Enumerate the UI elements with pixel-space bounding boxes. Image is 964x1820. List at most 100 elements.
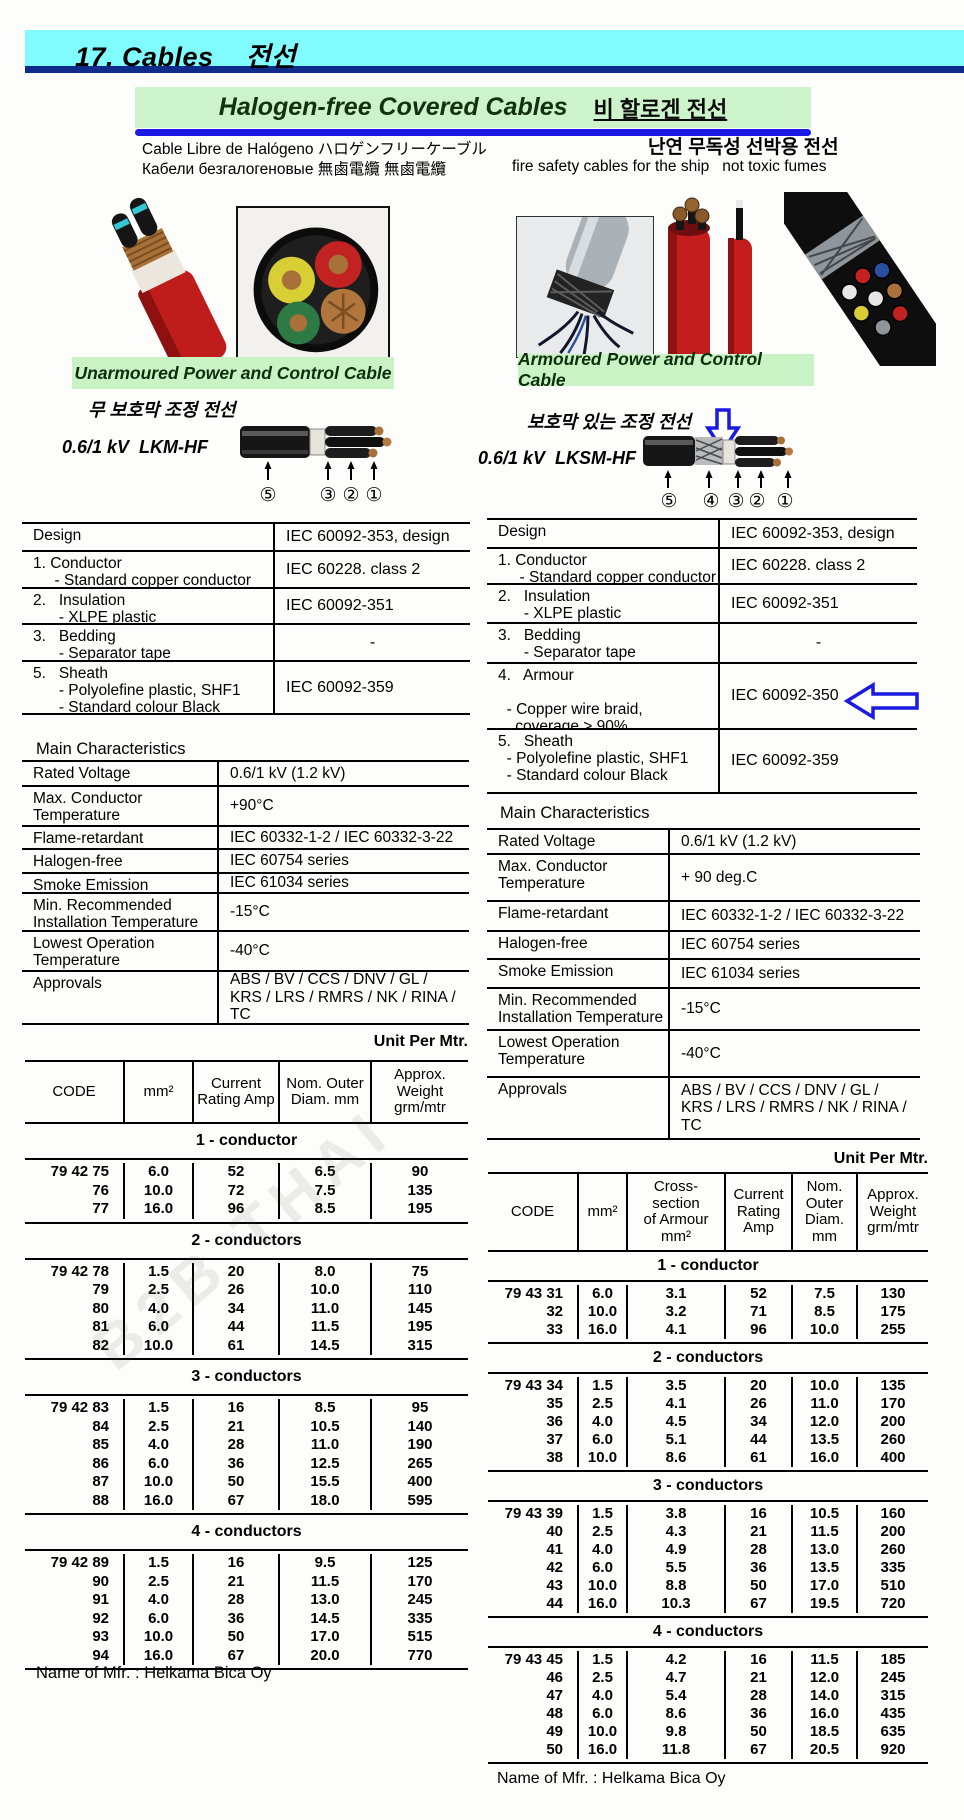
spec-value: IEC 60754 series xyxy=(217,850,469,872)
spec-row: Rated Voltage 0.6/1 kV (1.2 kV) xyxy=(487,830,920,855)
table-cell: 16.0 xyxy=(587,1595,618,1612)
table-cell: 4.0 xyxy=(592,1687,613,1704)
table-cell: 2.5 xyxy=(148,1572,169,1590)
spec-label: Halogen-free xyxy=(498,935,588,952)
spec-row: 3. Bedding - Separator tape - xyxy=(487,624,917,664)
table-cell: 67 xyxy=(227,1646,245,1664)
table-cell: 10.0 xyxy=(143,1181,174,1199)
table-cell: 61 xyxy=(227,1336,245,1354)
spec-row: 1. Conductor - Standard copper conductor… xyxy=(22,552,470,589)
table-cell: 16 xyxy=(227,1554,245,1571)
table-cell: 37 xyxy=(546,1431,563,1448)
table-cell: 1.5 xyxy=(592,1651,613,1668)
table-cell: 92 xyxy=(92,1609,109,1627)
table-cell: 81 xyxy=(92,1318,109,1335)
table-cell: 13.0 xyxy=(310,1591,340,1608)
table-cell: 160 xyxy=(880,1505,906,1522)
spec-row: Approvals ABS / BV / CCS / DNV / GL / KRS… xyxy=(22,972,469,1025)
table-cell: 49 xyxy=(546,1723,563,1740)
table-cell: 5.1 xyxy=(665,1431,687,1448)
column-header: Current Rating Amp xyxy=(724,1174,791,1250)
table-cell: 20 xyxy=(750,1377,767,1394)
table-cell: 50 xyxy=(546,1741,563,1758)
table-cell: 12.0 xyxy=(809,1413,840,1430)
table-cell: 135 xyxy=(407,1181,433,1199)
spec-label: Rated Voltage xyxy=(33,765,131,782)
table-cell: 8.6 xyxy=(665,1705,687,1722)
table-cell: 595 xyxy=(407,1491,433,1509)
spec-label: Rated Voltage xyxy=(498,833,596,850)
table-cell: 4.0 xyxy=(148,1436,169,1453)
column-header: Approx. Weight grm/mtr xyxy=(370,1062,468,1122)
spec-row: 5. Sheath - Polyolefine plastic, SHF1 - … xyxy=(487,730,917,794)
table-cell: 3.2 xyxy=(665,1303,687,1320)
table-column: 75 110 145 195 315 xyxy=(370,1262,468,1355)
table-column: 125 170 245 335 515 770 xyxy=(370,1554,468,1665)
characteristics-table-right: Rated Voltage 0.6/1 kV (1.2 kV) Max. Condu… xyxy=(487,828,920,1140)
table-cell: 38 xyxy=(546,1449,563,1466)
table-cell: 2.5 xyxy=(592,1669,613,1686)
table-cell: 4.1 xyxy=(665,1395,687,1412)
table-cell: 335 xyxy=(407,1609,433,1627)
table-cell: 4.0 xyxy=(592,1413,613,1430)
spec-row: Design IEC 60092-353, design xyxy=(487,520,917,549)
spec-label: 3. Bedding - Separator tape xyxy=(33,628,171,662)
group-rows: 79 42 78 79 80 81 82 1.5 2.5 4.0 6.0 10.0 20 26 34 44… xyxy=(25,1260,468,1360)
group-title: 1 - conductor xyxy=(488,1252,928,1282)
spec-label: Min. Recommended Installation Temperatur… xyxy=(498,992,664,1026)
table-cell: 195 xyxy=(407,1318,433,1335)
table-cell: 72 xyxy=(227,1181,245,1199)
column-header: mm² xyxy=(123,1062,192,1122)
table-cell: 11.5 xyxy=(810,1523,839,1540)
table-cell: 315 xyxy=(407,1336,433,1354)
diagram-label-bedding: ③ xyxy=(319,485,337,506)
table-cell: 10.0 xyxy=(809,1377,840,1394)
table-cell: 94 xyxy=(92,1646,109,1664)
spec-label: Smoke Emission xyxy=(33,877,149,894)
spec-row: Flame-retardant IEC 60332-1-2 / IEC 60332… xyxy=(487,902,920,932)
table-column: 3.1 3.2 4.1 xyxy=(626,1285,724,1339)
table-cell: 12.0 xyxy=(809,1669,840,1686)
table-column: 1.5 2.5 4.0 6.0 10.0 16.0 xyxy=(577,1651,626,1759)
characteristics-table-left: Rated Voltage 0.6/1 kV (1.2 kV) Max. Condu… xyxy=(22,760,469,1025)
table-cell: 9.5 xyxy=(314,1554,336,1571)
table-column: 4.2 4.7 5.4 8.6 9.8 11.8 xyxy=(626,1651,724,1759)
spec-value: - xyxy=(273,625,470,660)
table-cell: 91 xyxy=(92,1591,109,1608)
spec-row: 2. Insulation - XLPE plastic IEC 60092-35… xyxy=(22,589,470,625)
table-cell: 245 xyxy=(407,1591,433,1608)
spec-value: 0.6/1 kV (1.2 kV) xyxy=(668,830,920,853)
spec-label: Flame-retardant xyxy=(33,830,144,847)
spec-row: 4. Armour - Copper wire braid, coverage … xyxy=(487,664,917,730)
table-cell: 44 xyxy=(750,1431,767,1448)
table-cell: 2.5 xyxy=(592,1395,613,1412)
table-cell: 32 xyxy=(546,1303,563,1320)
table-cell: 400 xyxy=(880,1449,906,1466)
spec-value: IEC 60092-359 xyxy=(273,662,470,713)
table-cell: 6.0 xyxy=(592,1705,613,1722)
table-cell: 16 xyxy=(750,1651,767,1668)
table-cell: 400 xyxy=(407,1473,433,1490)
table-column: 10.5 11.5 13.0 13.5 17.0 19.5 xyxy=(791,1505,856,1613)
spec-value: ABS / BV / CCS / DNV / GL / KRS / LRS / … xyxy=(217,972,469,1023)
table-cell: 4.0 xyxy=(148,1299,169,1317)
table-cell: 82 xyxy=(92,1336,109,1354)
table-cell: 14.0 xyxy=(809,1687,840,1704)
table-cell: 41 xyxy=(546,1541,563,1558)
spec-row: Halogen-free IEC 60754 series xyxy=(22,850,469,874)
group-title: 3 - conductors xyxy=(488,1472,928,1502)
table-cell: 28 xyxy=(750,1687,767,1704)
column-header: CODE xyxy=(52,1082,96,1100)
main-characteristics-title-right: Main Characteristics xyxy=(500,804,650,822)
spec-label: 3. Bedding - Separator tape xyxy=(498,627,636,661)
spec-row: Smoke Emission IEC 61034 series xyxy=(487,960,920,989)
table-cell: 35 xyxy=(546,1395,563,1412)
table-column: 20 26 34 44 61 xyxy=(724,1377,791,1467)
table-cell: 96 xyxy=(227,1200,245,1217)
table-cell: 16 xyxy=(227,1399,245,1416)
cable-diagram-lkm xyxy=(240,426,392,480)
table-cell: 20.0 xyxy=(310,1646,340,1664)
spec-label: Approvals xyxy=(498,1081,567,1098)
table-cell: 255 xyxy=(880,1321,906,1338)
table-cell: 335 xyxy=(880,1559,906,1576)
